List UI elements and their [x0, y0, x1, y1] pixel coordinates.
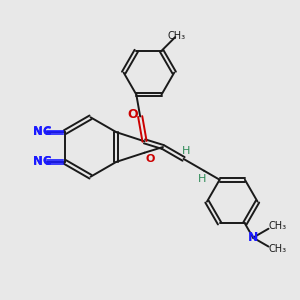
- Text: N: N: [33, 156, 43, 166]
- Text: H: H: [198, 174, 206, 184]
- Text: O: O: [145, 154, 154, 164]
- Text: CH₃: CH₃: [268, 221, 286, 231]
- Text: N: N: [33, 127, 43, 136]
- Text: N: N: [248, 230, 258, 244]
- Text: CH₃: CH₃: [168, 31, 186, 40]
- Text: N: N: [33, 155, 43, 168]
- Text: N: N: [33, 125, 43, 138]
- Text: H: H: [182, 146, 190, 156]
- Text: C: C: [42, 156, 50, 166]
- Text: C: C: [43, 155, 51, 168]
- Text: C: C: [42, 127, 50, 136]
- Text: C: C: [43, 125, 51, 138]
- Text: CH₃: CH₃: [268, 244, 286, 254]
- Text: O: O: [128, 109, 138, 122]
